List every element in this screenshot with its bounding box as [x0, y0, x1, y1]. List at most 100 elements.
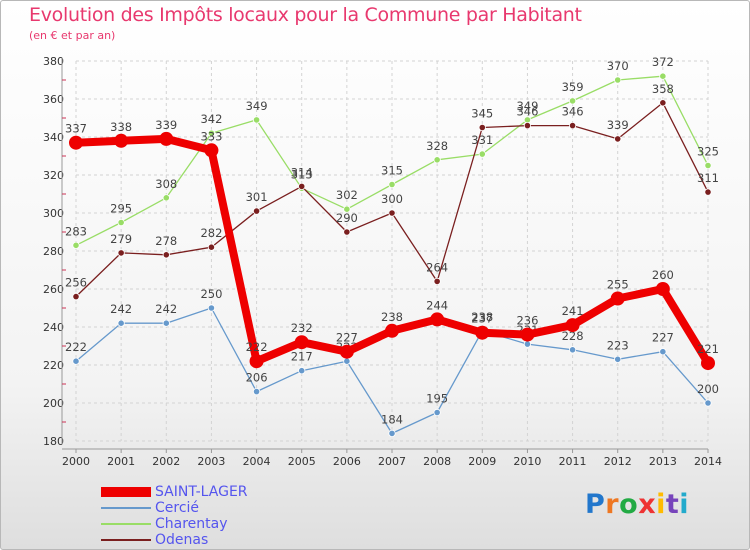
data-point [294, 335, 309, 350]
data-label: 338 [110, 120, 132, 134]
chart-title: Evolution des Impôts locaux pour la Comm… [29, 4, 582, 26]
data-label: 250 [200, 287, 222, 301]
data-point [298, 182, 306, 190]
legend-swatch-odenas [101, 539, 151, 541]
data-label: 370 [607, 59, 629, 73]
data-point [114, 133, 129, 148]
data-point [520, 327, 535, 342]
x-tick-label: 2006 [333, 455, 361, 468]
y-tick-label: 380 [43, 55, 64, 68]
data-label: 228 [562, 329, 584, 343]
x-tick-label: 2013 [649, 455, 677, 468]
data-point [478, 123, 486, 132]
x-tick-label: 2011 [559, 455, 587, 468]
data-point [614, 135, 622, 143]
data-label: 206 [246, 371, 268, 385]
data-label: 242 [110, 302, 132, 316]
data-point [704, 161, 712, 170]
data-label: 339 [155, 118, 177, 132]
data-label: 244 [426, 298, 448, 312]
data-label: 345 [471, 107, 493, 121]
data-point [249, 354, 264, 369]
y-tick-label: 340 [43, 131, 64, 144]
data-label: 283 [65, 224, 87, 238]
data-point [207, 304, 216, 312]
data-point [388, 429, 396, 437]
data-label: 221 [697, 342, 719, 356]
y-tick-label: 300 [43, 207, 64, 220]
data-point [659, 99, 667, 107]
y-tick-label: 240 [43, 321, 64, 334]
y-tick-label: 320 [43, 169, 64, 182]
proxiti-logo: Proxiti [585, 489, 689, 520]
x-tick-label: 2014 [694, 455, 722, 468]
data-point [568, 122, 577, 130]
data-label: 184 [381, 412, 403, 426]
x-tick-label: 2010 [513, 455, 541, 468]
data-point [162, 319, 170, 327]
legend-swatch-charentay [101, 523, 151, 525]
x-tick-label: 2004 [243, 455, 271, 468]
data-label: 337 [65, 122, 87, 136]
data-label: 255 [607, 278, 629, 292]
data-label: 295 [110, 202, 132, 216]
data-label: 222 [65, 340, 87, 354]
data-label: 308 [155, 177, 177, 191]
data-point [704, 188, 712, 196]
data-point [204, 143, 219, 158]
data-label: 301 [246, 190, 268, 204]
logo-letter: o [619, 489, 639, 520]
data-label: 278 [155, 234, 177, 248]
data-label: 237 [471, 312, 493, 326]
y-tick-label: 180 [43, 435, 64, 448]
x-tick-label: 2009 [468, 455, 496, 468]
data-label: 328 [426, 139, 448, 153]
logo-letter: P [585, 489, 606, 520]
data-point [252, 387, 261, 396]
data-label: 256 [65, 276, 87, 290]
data-label: 300 [381, 192, 403, 206]
data-point [343, 228, 351, 236]
data-point [207, 243, 216, 251]
logo-letter: r [605, 489, 620, 520]
data-point [433, 277, 441, 285]
data-label: 232 [291, 321, 313, 335]
data-point [475, 325, 490, 340]
data-point [252, 207, 261, 215]
data-label: 325 [697, 145, 719, 159]
data-point [72, 357, 80, 365]
data-point [207, 129, 216, 137]
data-point [523, 122, 532, 130]
data-point [343, 357, 351, 365]
data-label: 372 [652, 55, 674, 69]
data-label: 195 [426, 392, 448, 406]
legend-swatch-saint-lager [101, 487, 151, 497]
data-label: 279 [110, 232, 132, 246]
data-label: 238 [381, 310, 403, 324]
data-label: 358 [652, 82, 674, 96]
x-tick-label: 2001 [107, 455, 135, 468]
x-tick-label: 2000 [62, 455, 90, 468]
data-label: 217 [291, 350, 313, 364]
data-label: 238 [471, 310, 493, 324]
data-point [659, 72, 667, 80]
logo-letter: t [665, 489, 680, 520]
data-label: 227 [652, 331, 674, 345]
data-point [614, 355, 622, 363]
x-tick-label: 2008 [423, 455, 451, 468]
data-point [72, 241, 80, 249]
data-label: 264 [426, 260, 448, 274]
x-tick-label: 2012 [604, 455, 632, 468]
data-point [433, 156, 441, 164]
data-point [655, 282, 670, 296]
data-point [433, 408, 441, 417]
x-tick-label: 2002 [152, 455, 180, 468]
data-label: 200 [697, 382, 719, 396]
data-point [72, 292, 80, 301]
data-point [701, 356, 715, 371]
data-label: 314 [291, 165, 313, 179]
data-label: 349 [516, 99, 538, 113]
data-label: 333 [200, 129, 222, 143]
y-tick-label: 360 [43, 93, 64, 106]
